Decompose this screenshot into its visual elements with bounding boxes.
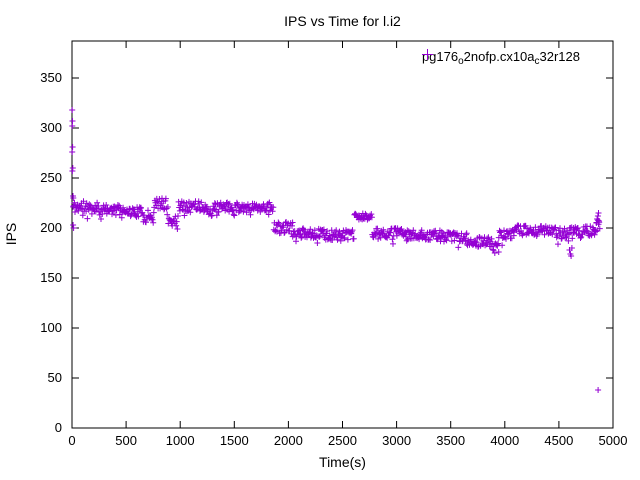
legend-series-label: pg176o2nofp.cx10ac32r128: [422, 49, 580, 67]
x-tick-label: 4000: [490, 433, 520, 448]
x-tick-label: 3500: [436, 433, 466, 448]
x-tick-label: 4500: [544, 433, 574, 448]
legend-label-text: 2nofp.cx10a: [463, 48, 535, 64]
x-tick-label: 5000: [598, 433, 628, 448]
y-tick-label: 150: [40, 270, 62, 285]
x-tick-label: 2000: [273, 433, 303, 448]
legend-label-subscript: c: [534, 55, 540, 67]
y-tick-label: 50: [47, 370, 62, 385]
x-tick-label: 0: [68, 433, 76, 448]
legend-label-text: pg176: [421, 48, 459, 64]
y-tick-label: 350: [40, 70, 62, 85]
legend-label-subscript: o: [458, 55, 464, 67]
y-tick-label: 100: [40, 320, 62, 335]
legend-plus-marker-icon: [421, 49, 433, 60]
y-tick-label: 200: [40, 220, 62, 235]
y-tick-label: 0: [54, 420, 62, 435]
y-tick-label: 300: [40, 120, 62, 135]
scatter-points: [69, 107, 603, 393]
x-tick-label: 3000: [382, 433, 412, 448]
chart-title: IPS vs Time for l.i2: [284, 13, 401, 29]
x-tick-label: 1000: [165, 433, 195, 448]
legend: pg176o2nofp.cx10ac32r128: [421, 49, 580, 67]
x-tick-label: 500: [115, 433, 137, 448]
y-tick-label: 250: [40, 170, 62, 185]
legend-label-text: 32r128: [539, 48, 580, 64]
x-tick-label: 1500: [219, 433, 249, 448]
x-tick-label: 2500: [328, 433, 357, 448]
y-axis-label: IPS: [3, 222, 19, 246]
axis-ticks: [71, 41, 614, 429]
x-axis-label: Time(s): [319, 454, 366, 470]
